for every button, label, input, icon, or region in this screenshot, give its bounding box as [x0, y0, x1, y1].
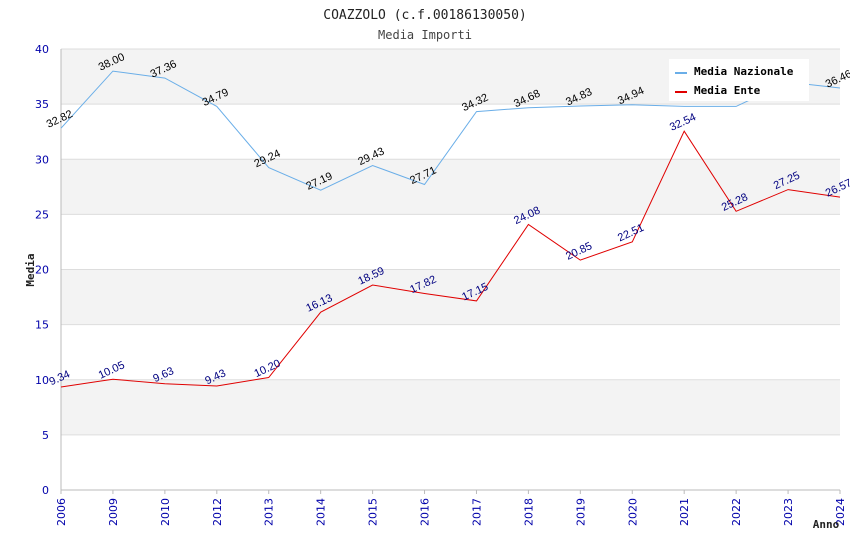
x-tick-label: 2012	[211, 498, 224, 526]
legend-box	[669, 59, 809, 101]
legend-label-ente: Media Ente	[694, 84, 761, 97]
x-tick-label: 2013	[263, 498, 276, 526]
y-tick-label: 10	[35, 374, 49, 387]
x-tick-label: 2010	[159, 498, 172, 526]
y-tick-label: 5	[42, 429, 49, 442]
x-axis-title: Anno	[813, 518, 840, 531]
x-tick-label: 2009	[107, 498, 120, 526]
y-tick-label: 20	[35, 264, 49, 277]
x-tick-label: 2019	[574, 498, 587, 526]
axes	[60, 49, 840, 491]
series-line-0	[60, 70, 841, 191]
y-axis-title: Media	[24, 253, 37, 286]
band	[61, 379, 840, 435]
x-tick-label: 2014	[315, 498, 328, 526]
x-tick-label: 2022	[730, 498, 743, 526]
y-tick-label: 30	[35, 153, 49, 166]
series-lines	[60, 70, 841, 388]
x-tick-label: 2024	[834, 498, 847, 526]
data-label: 32.82	[45, 108, 75, 131]
x-tick-label: 2017	[470, 498, 483, 526]
x-tick-label: 2015	[367, 498, 380, 526]
series-line-1	[60, 130, 841, 388]
x-tick-label: 2016	[419, 498, 432, 526]
data-label: 10.05	[97, 359, 127, 382]
y-tick-label: 40	[35, 43, 49, 56]
x-tick-label: 2006	[55, 498, 68, 526]
y-tick-label: 15	[35, 319, 49, 332]
chart-subtitle: Media Importi	[378, 28, 472, 42]
x-tick-labels: 2006 2009 2010 2012 2013 2014 2015 2016 2017 2018…	[55, 490, 847, 526]
y-tick-labels: 0 5 10 15 20 25 30 35 40	[35, 43, 49, 497]
legend-label-nazionale: Media Nazionale	[694, 65, 794, 78]
x-tick-label: 2023	[782, 498, 795, 526]
x-tick-label: 2018	[522, 498, 535, 526]
data-label: 32.54	[668, 111, 698, 134]
data-label: 10.20	[252, 358, 282, 381]
x-tick-label: 2021	[678, 498, 691, 526]
y-tick-label: 25	[35, 208, 49, 221]
legend: Media Nazionale Media Ente	[669, 59, 809, 101]
y-tick-label: 35	[35, 98, 49, 111]
chart-title: COAZZOLO (c.f.00186130050)	[323, 8, 527, 23]
data-label: 22.51	[616, 222, 646, 245]
band	[61, 159, 840, 215]
x-tick-label: 2020	[626, 498, 639, 526]
y-tick-label: 0	[42, 484, 49, 497]
